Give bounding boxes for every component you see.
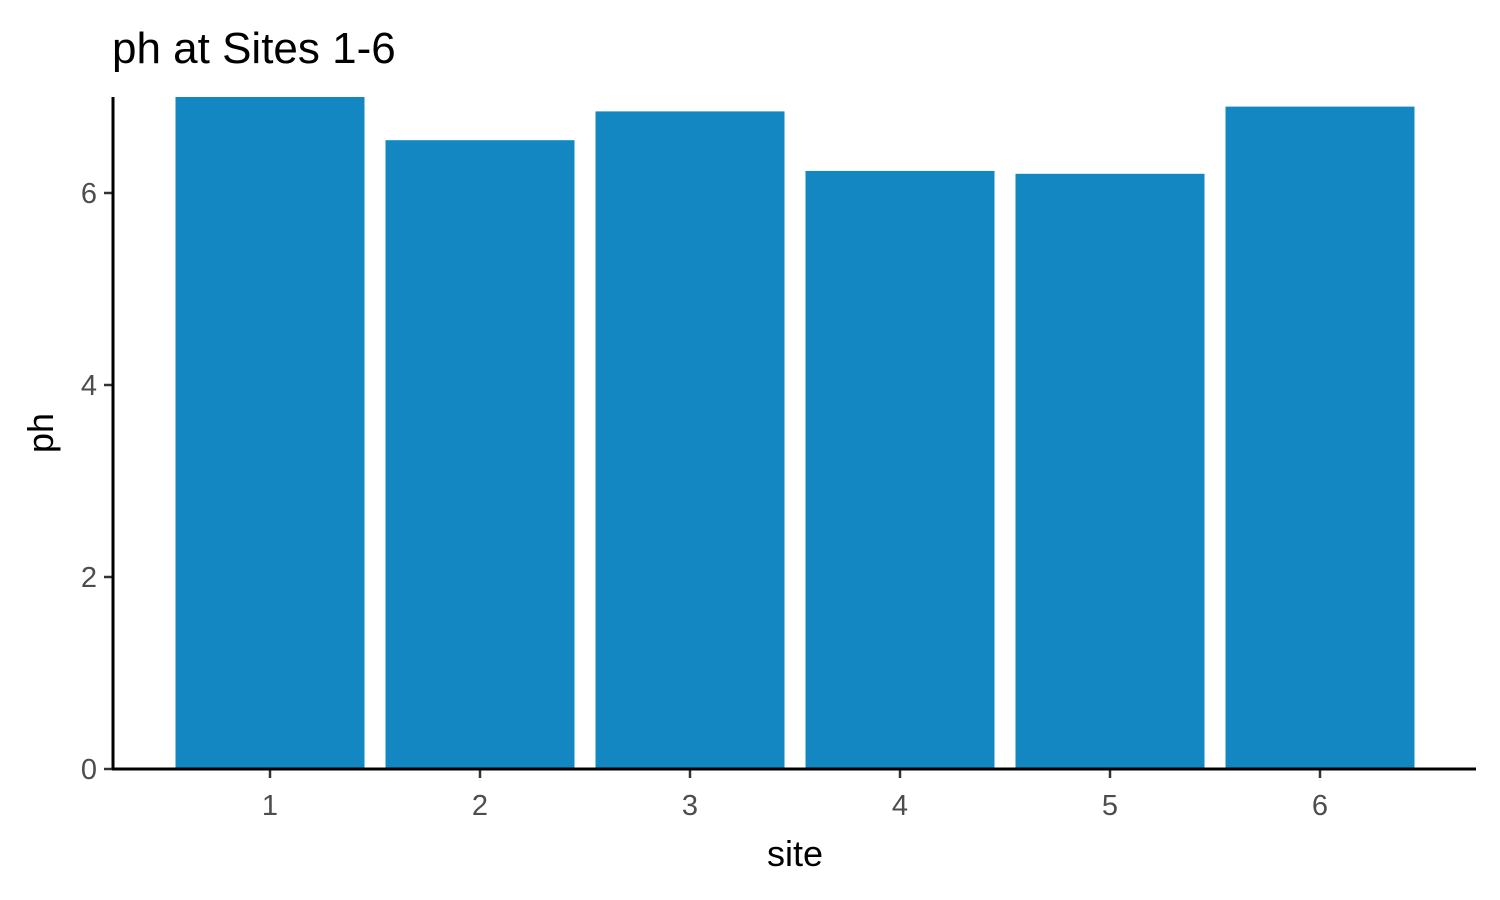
bar-site-6 bbox=[1225, 106, 1415, 770]
bar-site-3 bbox=[595, 111, 785, 769]
y-axis-ticks: 0 2 4 6 bbox=[81, 178, 113, 786]
bar-site-1 bbox=[175, 97, 365, 769]
y-tick-label: 4 bbox=[81, 370, 97, 402]
x-tick-label: 2 bbox=[472, 790, 488, 822]
bar-site-2 bbox=[385, 140, 575, 769]
x-axis-ticks: 1 2 3 4 5 6 bbox=[262, 769, 1328, 822]
y-axis-title: ph bbox=[20, 413, 61, 453]
y-tick-label: 2 bbox=[81, 562, 97, 594]
x-tick-label: 1 bbox=[262, 790, 278, 822]
bars-group bbox=[175, 97, 1415, 770]
y-tick-label: 0 bbox=[81, 754, 97, 786]
x-tick-label: 3 bbox=[682, 790, 698, 822]
bar-site-5 bbox=[1015, 173, 1205, 770]
y-tick-label: 6 bbox=[81, 178, 97, 210]
x-tick-label: 5 bbox=[1102, 790, 1118, 822]
chart-title: ph at Sites 1-6 bbox=[112, 24, 396, 73]
x-tick-label: 4 bbox=[892, 790, 908, 822]
x-tick-label: 6 bbox=[1312, 790, 1328, 822]
bar-site-4 bbox=[805, 170, 995, 770]
x-axis-title: site bbox=[767, 833, 823, 874]
